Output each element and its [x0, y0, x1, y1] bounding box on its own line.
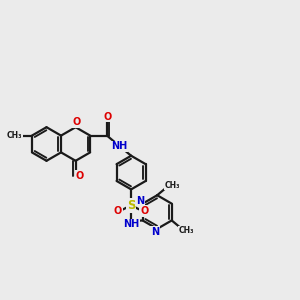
Text: O: O	[76, 171, 84, 181]
Text: N: N	[151, 227, 159, 237]
Text: O: O	[114, 206, 122, 216]
Text: CH₃: CH₃	[7, 131, 22, 140]
Text: O: O	[72, 117, 80, 128]
Text: O: O	[140, 206, 148, 216]
Text: O: O	[103, 112, 111, 122]
Text: N: N	[136, 196, 144, 206]
Text: CH₃: CH₃	[164, 181, 180, 190]
Text: CH₃: CH₃	[179, 226, 194, 235]
Text: NH: NH	[123, 219, 139, 229]
Text: S: S	[127, 199, 135, 212]
Text: NH: NH	[112, 141, 128, 151]
